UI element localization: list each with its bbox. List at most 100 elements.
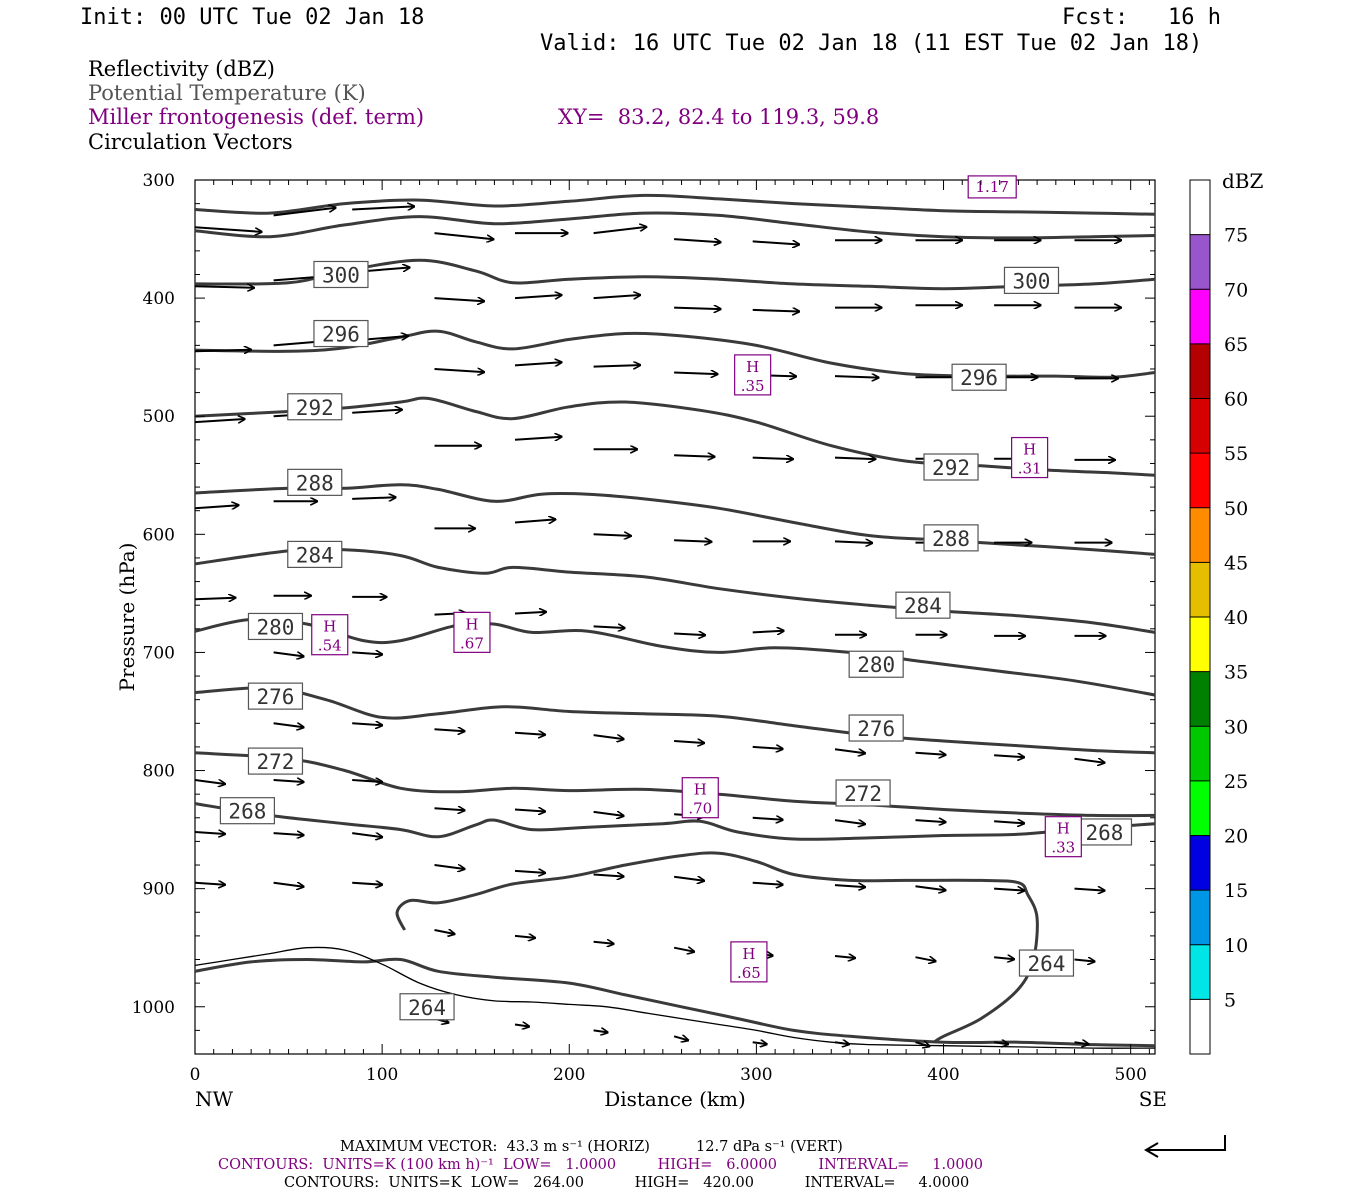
frontogenesis-maximum: H.70 bbox=[681, 777, 719, 819]
frontogenesis-maximum: H.65 bbox=[730, 941, 768, 983]
circulation-vector bbox=[593, 942, 614, 944]
circulation-vector bbox=[593, 810, 624, 816]
theta-label-box bbox=[1076, 818, 1133, 846]
circulation-vector bbox=[834, 541, 872, 543]
theta-label-text: 264 bbox=[408, 996, 446, 1020]
theta-label-text: 300 bbox=[322, 263, 360, 287]
theta-label-text: 296 bbox=[322, 323, 360, 347]
y-tick-label: 500 bbox=[143, 407, 175, 427]
theta-label-box bbox=[923, 524, 979, 552]
colorbar-segment bbox=[1190, 671, 1210, 727]
theta-label-text: 288 bbox=[932, 527, 970, 551]
circulation-vector bbox=[352, 832, 382, 837]
x-tick-label: 300 bbox=[740, 1065, 772, 1085]
circulation-vector bbox=[593, 295, 641, 298]
theta-contour bbox=[194, 396, 1156, 477]
circulation-vector bbox=[993, 1042, 1008, 1044]
theta-label-text: 300 bbox=[1013, 269, 1051, 293]
frontogenesis-box bbox=[730, 941, 768, 983]
colorbar-label: 75 bbox=[1224, 225, 1248, 247]
theta-contour-label: 272 bbox=[247, 747, 304, 775]
theta-contour bbox=[194, 686, 1156, 755]
colorbar-label: 25 bbox=[1224, 771, 1248, 793]
circulation-vector bbox=[915, 820, 946, 822]
theta-label-box bbox=[951, 363, 1007, 391]
frontogenesis-maximum: H.35 bbox=[734, 354, 772, 396]
circulation-vector bbox=[752, 883, 783, 885]
valid-time: Valid: 16 UTC Tue 02 Jan 18 (11 EST Tue … bbox=[540, 31, 1203, 56]
theta-contour bbox=[194, 211, 1156, 240]
colorbar-segment bbox=[1190, 890, 1210, 945]
circulation-vector bbox=[834, 885, 865, 887]
theta-label-box bbox=[287, 540, 343, 569]
theta-label-box bbox=[895, 591, 951, 619]
footer-max-vector: MAXIMUM VECTOR: 43.3 m s⁻¹ (HORIZ) 12.7 … bbox=[340, 1139, 843, 1155]
theta-contour-label: 296 bbox=[951, 363, 1007, 391]
frontogenesis-value: .33 bbox=[1051, 839, 1075, 857]
frontogenesis-h: H bbox=[694, 781, 707, 799]
circulation-vector bbox=[752, 1042, 767, 1044]
theta-label-text: 292 bbox=[932, 456, 970, 480]
theta-label-box bbox=[835, 779, 891, 807]
circulation-vector bbox=[752, 241, 800, 244]
x-tick-label: 100 bbox=[366, 1065, 398, 1085]
forecast-hour: Fcst: 16 h bbox=[1062, 5, 1221, 30]
theta-label-text: 292 bbox=[296, 396, 334, 420]
y-tick-label: 700 bbox=[143, 643, 175, 663]
frontogenesis-box bbox=[681, 777, 719, 819]
circulation-vector bbox=[434, 369, 485, 372]
theta-label-text: 280 bbox=[857, 653, 895, 677]
circulation-vector bbox=[834, 819, 865, 824]
frontogenesis-h: H bbox=[746, 358, 759, 376]
circulation-vector bbox=[1074, 757, 1105, 763]
circulation-vector bbox=[673, 875, 704, 881]
colorbar-label: 10 bbox=[1224, 935, 1248, 957]
frontogenesis-maximum: H.31 bbox=[1011, 436, 1049, 479]
circulation-vector bbox=[514, 519, 555, 522]
theta-contour-label: 300 bbox=[313, 260, 369, 289]
colorbar-label: 30 bbox=[1224, 716, 1248, 738]
frontogenesis-box bbox=[734, 354, 772, 396]
circulation-vector bbox=[994, 755, 1024, 757]
circulation-vector bbox=[994, 889, 1024, 891]
colorbar-label: 65 bbox=[1224, 334, 1248, 356]
theta-contour-label: 284 bbox=[895, 591, 951, 619]
circulation-vector bbox=[194, 883, 225, 885]
circulation-vector bbox=[752, 818, 783, 820]
circulation-vector bbox=[514, 612, 546, 614]
frontogenesis-maximum: H.33 bbox=[1044, 816, 1082, 858]
theta-contour-label: 284 bbox=[287, 540, 343, 569]
theta-label-box bbox=[247, 682, 304, 710]
cross-section-endpoints: XY= 83.2, 82.4 to 119.3, 59.8 bbox=[558, 105, 880, 129]
theta-contour-label: 288 bbox=[287, 468, 343, 496]
circulation-vector bbox=[593, 875, 624, 877]
circulation-vector bbox=[352, 883, 382, 885]
colorbar-segment bbox=[1190, 343, 1210, 399]
y-tick-label: 600 bbox=[143, 525, 175, 545]
frontogenesis-box bbox=[967, 175, 1017, 199]
circulation-vector bbox=[674, 308, 721, 310]
colorbar-segment bbox=[1190, 944, 1210, 1000]
circulation-vector bbox=[434, 298, 485, 301]
y-tick-label: 1000 bbox=[132, 998, 175, 1018]
theta-label-text: 284 bbox=[296, 543, 334, 567]
circulation-vector bbox=[514, 936, 535, 938]
theta-contour-label: 296 bbox=[313, 319, 369, 348]
circulation-vector bbox=[434, 232, 494, 239]
colorbar-label: 55 bbox=[1224, 443, 1248, 465]
circulation-vector bbox=[752, 310, 800, 312]
circulation-vector bbox=[593, 365, 641, 367]
circulation-vector bbox=[834, 748, 865, 753]
frontogenesis-value: .67 bbox=[460, 634, 484, 652]
plot-frame bbox=[194, 179, 1156, 1055]
colorbar-segment bbox=[1190, 999, 1210, 1054]
theta-label-box bbox=[313, 319, 369, 348]
theta-label-box bbox=[219, 797, 275, 825]
frontogenesis-h: H bbox=[323, 618, 336, 636]
theta-contour-label: 300 bbox=[1003, 266, 1060, 294]
frontogenesis-value: .65 bbox=[737, 964, 761, 982]
colorbar-label: 50 bbox=[1224, 498, 1248, 520]
y-tick-label: 300 bbox=[143, 171, 175, 191]
circulation-vector bbox=[352, 206, 414, 209]
